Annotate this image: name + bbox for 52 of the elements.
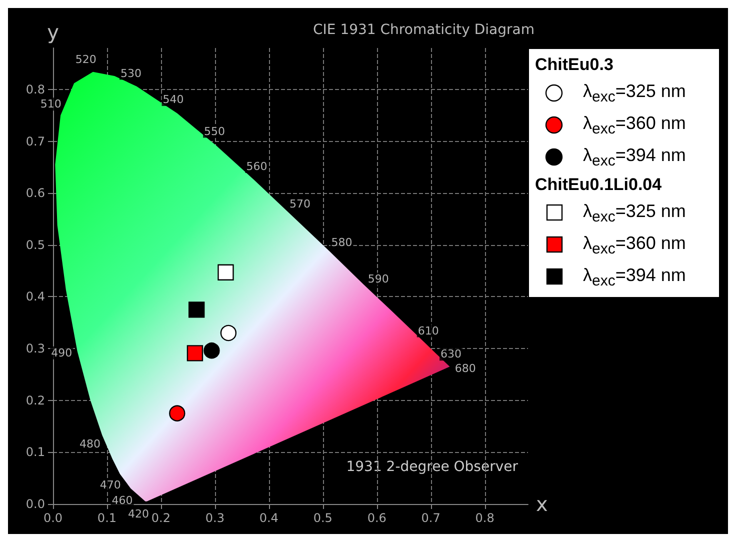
x-tick-label: 0.7 xyxy=(421,511,440,525)
annotation: 590 xyxy=(368,272,389,286)
x-tick-label: 0.1 xyxy=(97,511,117,525)
y-axis-title: y xyxy=(47,20,60,44)
legend-label: λ$_{exc}$=325 nm xyxy=(583,200,686,226)
chart-title: CIE 1931 Chromaticity Diagram xyxy=(313,22,534,38)
text: ChitEu0.1Li0.04 xyxy=(535,175,663,195)
annotation: 530 xyxy=(120,66,142,80)
point xyxy=(188,302,205,318)
x-tick-label: 0.0 xyxy=(43,511,63,525)
x-tick-label: 0.6 xyxy=(367,511,386,525)
y-tick-label: 0.4 xyxy=(26,290,45,304)
annotation: 420 xyxy=(128,507,149,520)
annotation: 470 xyxy=(100,478,121,492)
annotation: 570 xyxy=(289,198,310,211)
annotation: 550 xyxy=(204,124,226,138)
text: ChitEu0.3 xyxy=(535,55,614,75)
point xyxy=(186,345,204,362)
annotation: 610 xyxy=(418,324,439,338)
x-tick-label: 0.2 xyxy=(151,511,170,525)
point xyxy=(204,342,220,359)
point xyxy=(220,324,237,342)
annotation: 510 xyxy=(40,98,62,111)
x-tick-label: 0.8 xyxy=(475,511,494,525)
y-tick-label: 0.6 xyxy=(26,186,45,200)
point xyxy=(218,264,234,280)
legend-label: λ$_{exc}$=360 nm xyxy=(583,232,686,258)
y-tick-label: 0.1 xyxy=(26,445,45,460)
annotation: 480 xyxy=(79,438,100,451)
y-tick-label: 0.0 xyxy=(26,497,45,511)
annotation: 460 xyxy=(112,494,133,508)
annotation: 680 xyxy=(454,362,476,376)
x-axis-title: x xyxy=(536,492,548,516)
y-tick-label: 0.8 xyxy=(26,82,45,96)
y-tick-label: 0.7 xyxy=(26,134,45,148)
point xyxy=(169,405,186,422)
y-tick-label: 0.2 xyxy=(26,393,45,408)
legend-label: λ$_{exc}$=325 nm xyxy=(583,80,686,106)
annotation: 520 xyxy=(75,52,96,66)
y-tick-label: 0.5 xyxy=(26,238,45,252)
x-tick-label: 0.3 xyxy=(205,511,224,525)
annotation: 580 xyxy=(331,236,352,250)
annotation: 560 xyxy=(246,160,268,174)
annotation: 490 xyxy=(51,346,72,360)
annotation: 540 xyxy=(162,93,184,106)
x-tick-label: 0.5 xyxy=(313,511,332,525)
legend-label: λ$_{exc}$=394 nm xyxy=(583,144,686,170)
x-tick-label: 0.4 xyxy=(259,511,278,525)
legend-label: λ$_{exc}$=394 nm xyxy=(583,264,686,290)
legend-label: λ$_{exc}$=360 nm xyxy=(583,112,686,138)
y-tick-label: 0.3 xyxy=(26,342,45,356)
annotation: 630 xyxy=(440,348,462,361)
